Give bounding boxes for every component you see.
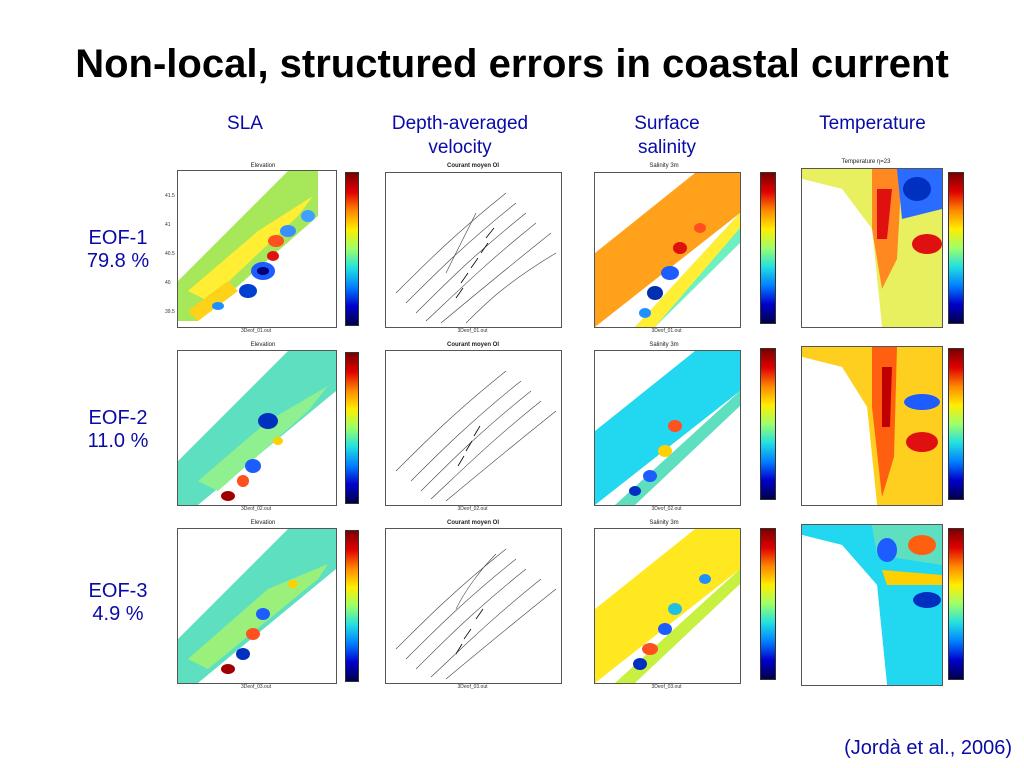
temp-field (802, 169, 942, 327)
row-label-eof2-name: EOF-2 (88, 407, 148, 429)
sla-field (178, 171, 318, 321)
velocity-title: Courant moyen OI (446, 163, 499, 169)
sla-title: Elevation (250, 520, 276, 526)
sla-panel-eof3: Elevation 3Deof_03.out (163, 518, 363, 696)
sla-xlabel: 3Deof_03.out (240, 684, 272, 690)
lat-tick: 39.5 (165, 309, 175, 315)
sla-lat-ticks: 41.5 41 40.5 40 39.5 (165, 182, 175, 327)
salinity-map (594, 172, 741, 328)
salinity-panel-eof2: Salinity 3m 3Deof_02.out (584, 340, 744, 518)
col-header-velocity: Depth-averaged velocity (391, 113, 529, 158)
velocity-map (385, 172, 562, 328)
temp-section (801, 168, 943, 328)
slide-title: Non-local, structured errors in coastal … (75, 42, 949, 86)
salinity-panel-eof3: Salinity 3m 3Deof_03.out (584, 518, 744, 696)
row-label-eof1-pct: 79.8 % (86, 250, 150, 272)
sla-map (177, 350, 337, 506)
temp-field (802, 525, 942, 685)
velocity-xlabel: 3Deof_03.out (457, 684, 488, 690)
lat-tick: 40 (165, 280, 171, 286)
citation: (Jordà et al., 2006) (844, 737, 1012, 759)
salinity-title: Salinity 3m (649, 163, 679, 169)
temp-field (802, 347, 942, 505)
velocity-xlabel: 3Deof_01.out (457, 328, 488, 334)
temp-section (801, 524, 943, 686)
temp-title: Temperature η=23 (841, 159, 891, 165)
temperature-panel-eof2 (756, 338, 978, 518)
sla-map (177, 170, 337, 328)
row-label-eof1-name: EOF-1 (88, 227, 148, 249)
col-header-salinity: Surface salinity (634, 113, 700, 158)
sla-xlabel: 3Deof_02.out (240, 506, 272, 512)
lat-tick: 41.5 (165, 193, 175, 199)
velocity-panel-eof1: Courant moyen OI 3Deof_01.out (373, 160, 573, 340)
temp-left-colorbar (760, 528, 776, 680)
sla-title: Elevation (250, 342, 276, 348)
temperature-panel-eof3 (756, 514, 978, 696)
sla-field (178, 529, 336, 683)
sla-panel-eof1: Elevation 41.5 41 40.5 40 39.5 3Deof_01.… (163, 160, 363, 340)
velocity-title: Courant moyen OI (446, 342, 499, 348)
velocity-title: Courant moyen OI (446, 520, 499, 526)
temp-left-colorbar (760, 172, 776, 324)
sla-colorbar (345, 172, 359, 326)
lat-tick: 41 (165, 222, 171, 228)
salinity-field (595, 529, 740, 683)
salinity-xlabel: 3Deof_03.out (651, 684, 682, 690)
velocity-contours (395, 192, 557, 324)
temp-left-colorbar (760, 348, 776, 500)
row-label-eof3: EOF-3 4.9 % (73, 580, 163, 626)
temp-right-colorbar (948, 172, 964, 324)
salinity-field (595, 351, 740, 505)
temp-right-colorbar (948, 348, 964, 500)
salinity-title: Salinity 3m (649, 520, 679, 526)
lat-tick: 40.5 (165, 251, 175, 257)
sla-field (178, 351, 336, 505)
sla-panel-eof2: Elevation 3Deof_02.out (163, 340, 363, 518)
sla-xlabel: 3Deof_01.out (240, 328, 272, 334)
velocity-panel-eof2: Courant moyen OI 3Deof_02.out (373, 340, 573, 518)
velocity-map (385, 528, 562, 684)
salinity-title: Salinity 3m (649, 342, 679, 348)
sla-colorbar (345, 352, 359, 504)
velocity-contours (395, 370, 557, 502)
row-label-eof2-pct: 11.0 % (87, 430, 149, 452)
velocity-panel-eof3: Courant moyen OI 3Deof_03.out (373, 518, 573, 696)
salinity-panel-eof1: Salinity 3m 3Deof_01.out (584, 160, 744, 340)
salinity-xlabel: 3Deof_01.out (651, 328, 682, 334)
velocity-contours (395, 548, 557, 680)
row-label-eof2: EOF-2 11.0 % (73, 407, 163, 453)
temp-right-colorbar (948, 528, 964, 680)
row-label-eof1: EOF-1 79.8 % (73, 227, 163, 273)
temp-section (801, 346, 943, 506)
sla-map (177, 528, 337, 684)
velocity-xlabel: 3Deof_02.out (457, 506, 488, 512)
sla-title: Elevation (250, 163, 276, 169)
col-header-temperature: Temperature (819, 113, 926, 134)
salinity-xlabel: 3Deof_02.out (651, 506, 682, 512)
velocity-map (385, 350, 562, 506)
row-label-eof3-pct: 4.9 % (92, 603, 144, 625)
temperature-panel-eof1: Temperature η=23 (756, 158, 978, 340)
sla-colorbar (345, 530, 359, 682)
row-label-eof3-name: EOF-3 (88, 580, 148, 602)
salinity-map (594, 528, 741, 684)
col-header-sla: SLA (227, 113, 263, 134)
salinity-field (595, 173, 740, 327)
salinity-map (594, 350, 741, 506)
